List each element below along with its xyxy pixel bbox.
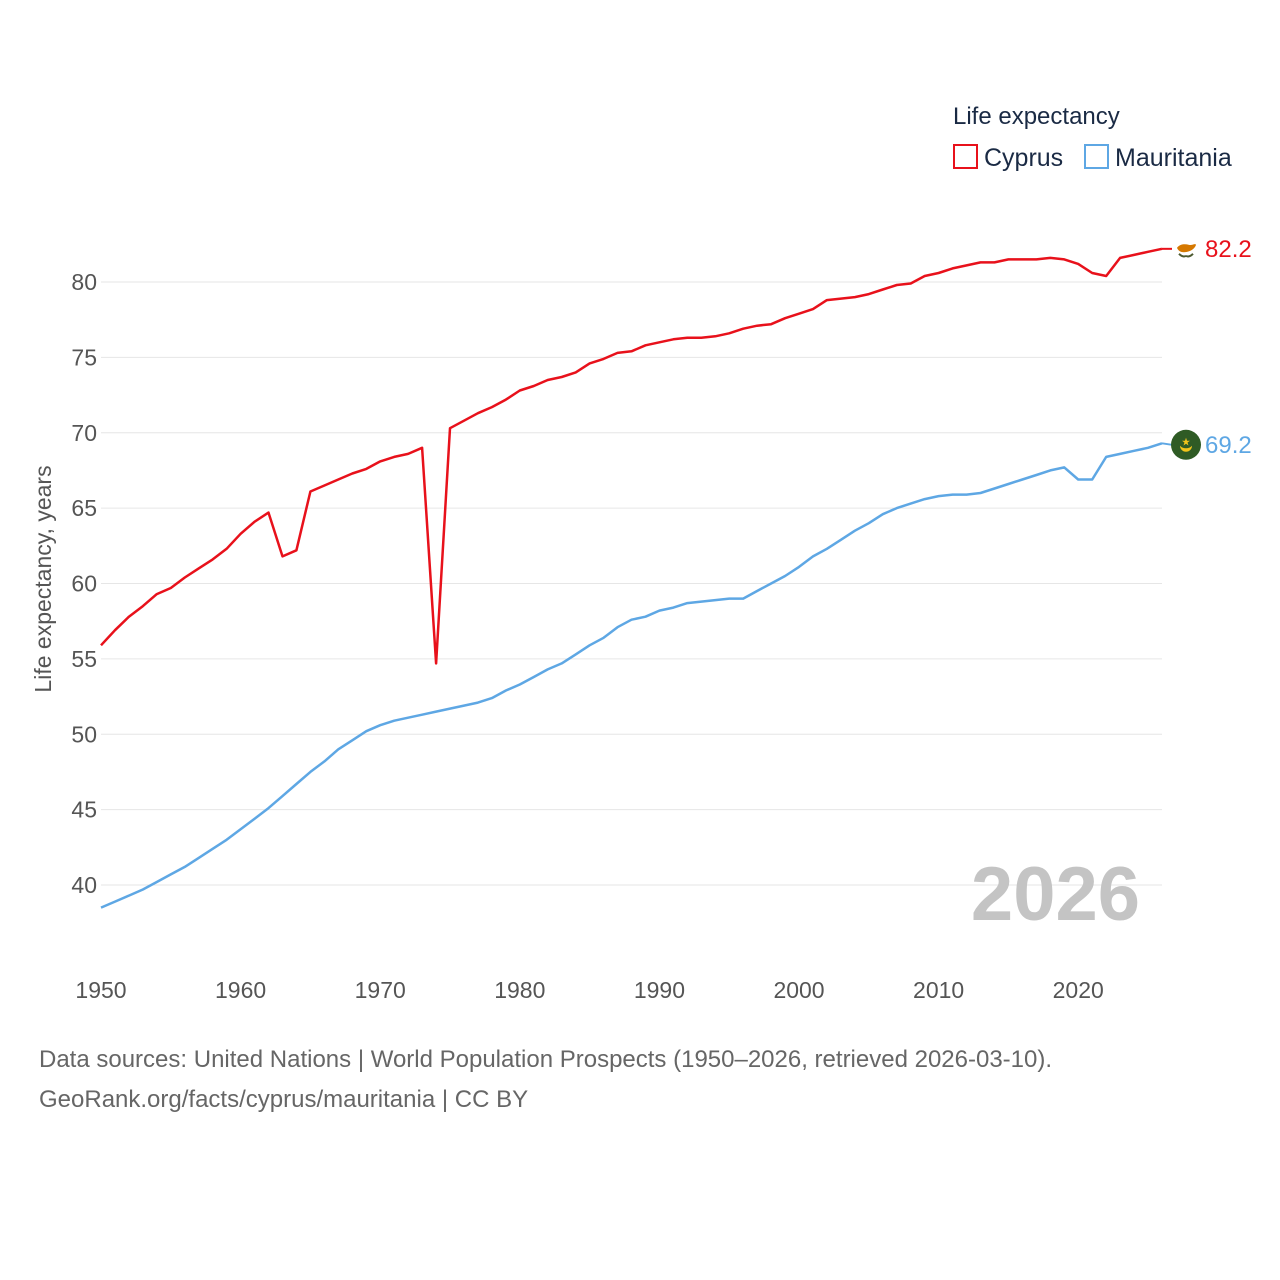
cyprus-end-value: 82.2 [1205,236,1252,263]
x-tick-label: 1950 [75,977,126,1003]
y-tick-label: 65 [71,495,97,521]
y-tick-label: 60 [71,571,97,597]
mauritania-end-marker: 69.2 [1161,429,1252,460]
y-tick-label: 50 [71,721,97,747]
x-tick-label: 1970 [355,977,406,1003]
legend: Life expectancy Cyprus Mauritania [953,103,1232,172]
x-tick-label: 2010 [913,977,964,1003]
y-tick-label: 40 [71,872,97,898]
series-lines [100,247,1163,909]
x-tick-label: 1980 [494,977,545,1003]
x-axis-ticks: 1950 1960 1970 1980 1990 2000 2010 2020 [75,977,1103,1003]
y-tick-label: 75 [71,344,97,370]
x-tick-label: 1960 [215,977,266,1003]
legend-title: Life expectancy [953,103,1120,130]
mauritania-end-value: 69.2 [1205,432,1252,459]
mauritania-flag-icon [1171,429,1201,460]
cyprus-flag-icon [1172,234,1200,263]
legend-item-cyprus[interactable]: Cyprus [953,144,1063,172]
legend-item-mauritania[interactable]: Mauritania [1084,144,1232,172]
y-axis-title: Life expectancy, years [30,465,56,692]
legend-swatch-mauritania [1084,144,1109,169]
series-line-mauritania[interactable] [100,442,1163,909]
year-watermark: 2026 [971,852,1140,937]
data-sources-text: Data sources: United Nations | World Pop… [39,1046,1053,1073]
x-tick-label: 2000 [773,977,824,1003]
y-tick-label: 80 [71,269,97,295]
y-axis-ticks: 40 45 50 55 60 65 70 75 80 [71,269,97,898]
legend-swatch-cyprus [953,144,978,169]
y-tick-label: 55 [71,646,97,672]
mauritania-connector-line [1161,442,1173,446]
footer: Data sources: United Nations | World Pop… [39,1040,1052,1120]
source-url-text[interactable]: GeoRank.org/facts/cyprus/mauritania | CC… [39,1086,529,1113]
y-tick-label: 70 [71,420,97,446]
gridlines [101,281,1162,886]
cyprus-end-marker: 82.2 [1162,234,1252,263]
legend-label-cyprus: Cyprus [984,144,1063,172]
series-line-cyprus[interactable] [100,247,1163,665]
x-tick-label: 1990 [634,977,685,1003]
x-tick-label: 2020 [1053,977,1104,1003]
legend-label-mauritania: Mauritania [1115,144,1232,172]
y-tick-label: 45 [71,797,97,823]
